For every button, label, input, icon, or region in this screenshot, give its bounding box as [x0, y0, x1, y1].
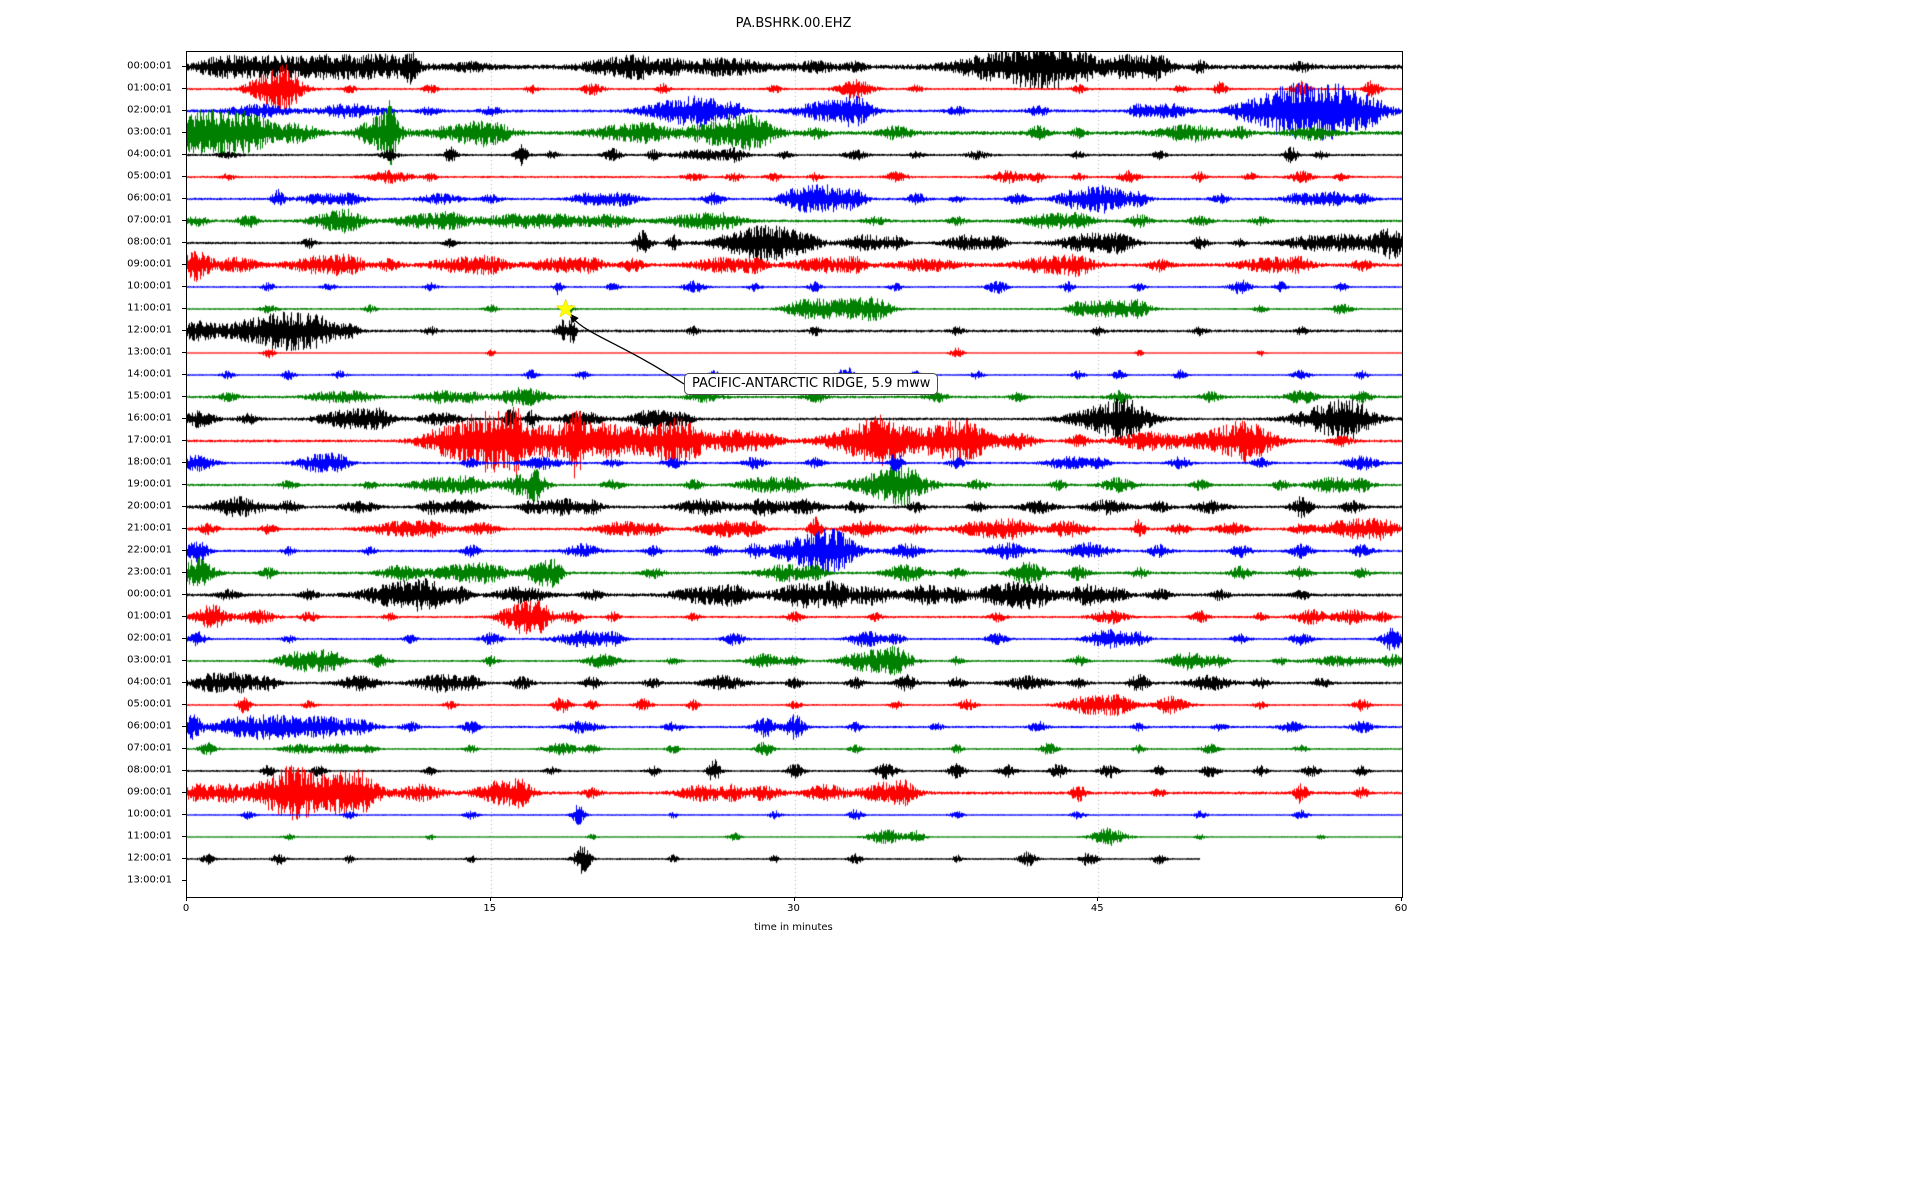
row-label: 10:00:01	[127, 808, 172, 820]
row-label: 14:00:01	[127, 368, 172, 380]
y-tick-mark	[182, 572, 186, 573]
y-tick-mark	[182, 506, 186, 507]
row-label: 05:00:01	[127, 698, 172, 710]
y-tick-mark	[182, 374, 186, 375]
y-tick-mark	[182, 704, 186, 705]
plot-area: PACIFIC-ANTARCTIC RIDGE, 5.9 mww	[186, 51, 1403, 898]
row-label: 10:00:01	[127, 280, 172, 292]
y-tick-mark	[182, 132, 186, 133]
row-label: 07:00:01	[127, 214, 172, 226]
row-label: 09:00:01	[127, 258, 172, 270]
x-tick-mark	[186, 897, 187, 901]
x-axis-title: time in minutes	[754, 922, 833, 933]
y-tick-mark	[182, 814, 186, 815]
row-label: 09:00:01	[127, 786, 172, 798]
y-tick-mark	[182, 176, 186, 177]
row-label: 21:00:01	[127, 522, 172, 534]
y-tick-mark	[182, 682, 186, 683]
row-label: 04:00:01	[127, 148, 172, 160]
row-label: 13:00:01	[127, 346, 172, 358]
row-label: 19:00:01	[127, 478, 172, 490]
x-tick-label: 60	[1394, 903, 1408, 914]
y-tick-mark	[182, 770, 186, 771]
page-title: PA.BSHRK.00.EHZ	[735, 16, 852, 31]
row-label: 02:00:01	[127, 104, 172, 116]
row-label: 08:00:01	[127, 764, 172, 776]
y-tick-mark	[182, 880, 186, 881]
event-annotation-label: PACIFIC-ANTARCTIC RIDGE, 5.9 mww	[684, 373, 939, 395]
row-label: 18:00:01	[127, 456, 172, 468]
y-tick-mark	[182, 330, 186, 331]
y-tick-mark	[182, 594, 186, 595]
y-tick-mark	[182, 484, 186, 485]
x-tick-mark	[1401, 897, 1402, 901]
row-label: 12:00:01	[127, 324, 172, 336]
y-tick-mark	[182, 264, 186, 265]
y-tick-mark	[182, 550, 186, 551]
y-tick-mark	[182, 308, 186, 309]
row-label: 22:00:01	[127, 544, 172, 556]
row-label: 06:00:01	[127, 720, 172, 732]
x-tick-label: 30	[787, 903, 800, 914]
y-tick-mark	[182, 198, 186, 199]
y-tick-mark	[182, 66, 186, 67]
row-label: 05:00:01	[127, 170, 172, 182]
y-tick-mark	[182, 792, 186, 793]
y-tick-mark	[182, 528, 186, 529]
y-tick-mark	[182, 220, 186, 221]
x-tick-label: 45	[1090, 903, 1104, 914]
row-label: 00:00:01	[127, 588, 172, 600]
seismogram-traces-canvas	[187, 52, 1402, 897]
x-tick-mark	[489, 897, 491, 901]
y-tick-mark	[182, 396, 186, 397]
row-label: 07:00:01	[127, 742, 172, 754]
y-tick-mark	[182, 440, 186, 441]
y-tick-mark	[182, 638, 186, 639]
y-axis-labels: 00:00:01 01:00:01 02:00:01 03:00:01 04:00:01…	[0, 0, 186, 900]
x-tick-label: 15	[483, 903, 497, 914]
y-tick-mark	[182, 616, 186, 617]
row-label: 23:00:01	[127, 566, 172, 578]
row-label: 16:00:01	[127, 412, 172, 424]
y-tick-mark	[182, 88, 186, 89]
y-tick-mark	[182, 836, 186, 837]
y-tick-mark	[182, 748, 186, 749]
row-label: 11:00:01	[127, 302, 172, 314]
row-label: 03:00:01	[127, 126, 172, 138]
row-label: 11:00:01	[127, 830, 172, 842]
row-label: 15:00:01	[127, 390, 172, 402]
row-label: 08:00:01	[127, 236, 172, 248]
row-label: 03:00:01	[127, 654, 172, 666]
row-label: 17:00:01	[127, 434, 172, 446]
y-tick-mark	[182, 726, 186, 727]
y-tick-mark	[182, 418, 186, 419]
y-tick-mark	[182, 242, 186, 243]
x-tick-mark	[1097, 897, 1099, 901]
y-tick-mark	[182, 154, 186, 155]
x-tick-label: 0	[182, 903, 190, 914]
y-tick-mark	[182, 462, 186, 463]
row-label: 01:00:01	[127, 82, 172, 94]
y-tick-mark	[182, 286, 186, 287]
y-tick-mark	[182, 352, 186, 353]
y-tick-mark	[182, 110, 186, 111]
y-tick-mark	[182, 858, 186, 859]
row-label: 04:00:01	[127, 676, 172, 688]
y-tick-mark	[182, 660, 186, 661]
x-tick-mark	[793, 897, 795, 901]
row-label: 20:00:01	[127, 500, 172, 512]
row-label: 00:00:01	[127, 60, 172, 72]
row-label: 01:00:01	[127, 610, 172, 622]
row-label: 12:00:01	[127, 852, 172, 864]
row-label: 13:00:01	[127, 874, 172, 886]
row-label: 02:00:01	[127, 632, 172, 644]
row-label: 06:00:01	[127, 192, 172, 204]
